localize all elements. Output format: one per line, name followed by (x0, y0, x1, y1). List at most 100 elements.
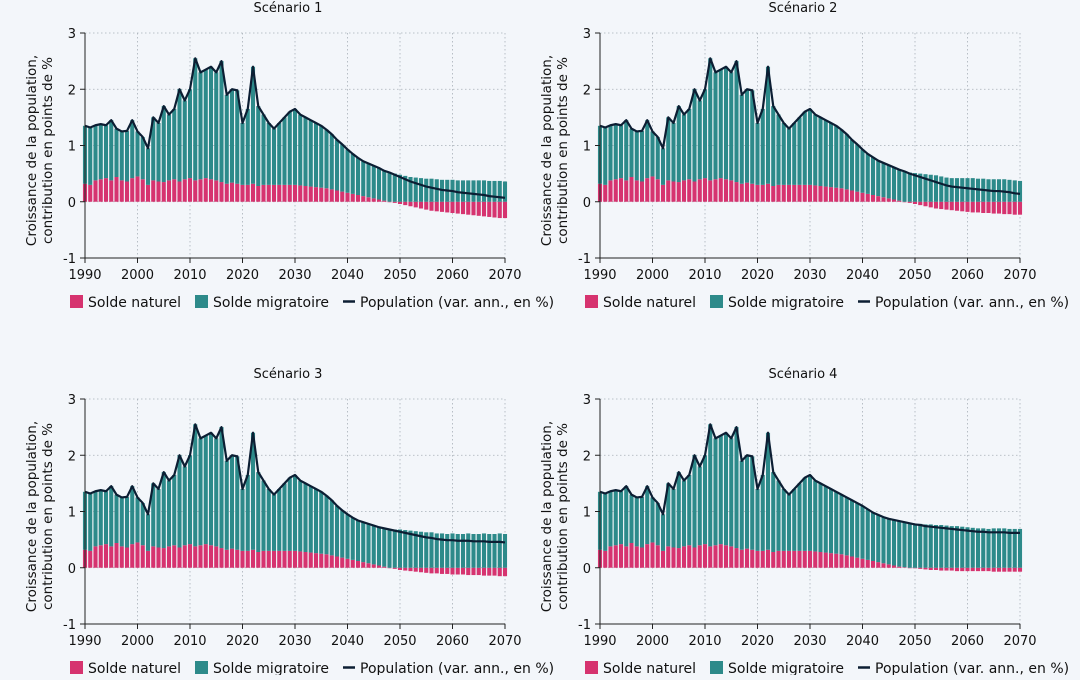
bar-solde-naturel (660, 550, 666, 568)
bar-solde-naturel (708, 180, 713, 202)
legend-swatch-solde-naturel (585, 295, 598, 308)
bar-solde-naturel (124, 547, 130, 568)
bar-solde-migratoire (282, 117, 287, 185)
bar-solde-migratoire (256, 106, 261, 186)
bar-solde-migratoire (361, 522, 366, 563)
bar-solde-naturel (655, 179, 660, 202)
bar-solde-naturel (618, 544, 624, 568)
bar-solde-migratoire (671, 489, 676, 548)
bar-solde-naturel (292, 184, 298, 202)
bar-solde-migratoire (292, 108, 298, 185)
bar-solde-naturel (103, 178, 109, 202)
bars (82, 424, 508, 577)
legend-label-solde-naturel: Solde naturel (603, 661, 696, 675)
bar-solde-naturel (235, 549, 240, 568)
bar-solde-naturel (650, 542, 655, 568)
bar-solde-naturel (292, 550, 298, 568)
bar-solde-naturel (240, 184, 245, 202)
bar-solde-migratoire (681, 114, 687, 181)
bar-solde-naturel (624, 180, 629, 202)
bar-solde-naturel (618, 178, 624, 202)
y-tick-label: 2 (583, 83, 591, 98)
bar-solde-migratoire (497, 533, 502, 568)
bar-solde-naturel (298, 551, 303, 568)
bar-solde-migratoire (145, 148, 151, 185)
bar-solde-migratoire (613, 124, 618, 180)
y-axis-label-line-1: Croissance de la population, (24, 421, 40, 612)
bar-solde-migratoire (949, 178, 954, 202)
bar-solde-migratoire (676, 472, 681, 549)
bar-solde-naturel (786, 184, 792, 202)
bar-solde-migratoire (933, 175, 939, 202)
bar-solde-naturel (750, 549, 755, 568)
bar-solde-migratoire (229, 89, 235, 183)
bar-solde-naturel (424, 201, 429, 210)
bar-solde-migratoire (245, 474, 250, 551)
bar-solde-migratoire (208, 432, 214, 546)
bar-solde-naturel (151, 180, 156, 202)
bar-solde-migratoire (813, 114, 818, 186)
bar-solde-naturel (975, 567, 981, 572)
y-tick-label: -1 (578, 252, 591, 267)
bar-solde-naturel (93, 180, 98, 202)
bar-solde-naturel (481, 567, 487, 576)
bar-solde-naturel (855, 191, 860, 202)
bar-solde-migratoire (266, 123, 271, 185)
legend-swatch-solde-naturel (70, 295, 83, 308)
bar-solde-migratoire (613, 490, 618, 546)
bar-solde-naturel (413, 567, 418, 572)
bar-solde-naturel (198, 179, 203, 202)
bar-solde-naturel (345, 558, 350, 568)
y-tick-label: 2 (68, 83, 76, 98)
bar-solde-migratoire (855, 144, 860, 192)
bar-solde-naturel (98, 179, 103, 202)
bar-solde-migratoire (319, 125, 324, 188)
bar-solde-naturel (660, 184, 666, 202)
x-tick-label: 2000 (636, 634, 669, 649)
bar-solde-migratoire (697, 466, 702, 546)
bar-solde-naturel (729, 180, 734, 202)
bar-solde-naturel (813, 551, 818, 568)
bar-solde-naturel (739, 549, 744, 568)
bar-solde-migratoire (287, 477, 292, 551)
bar-solde-migratoire (860, 505, 865, 559)
bar-solde-migratoire (734, 61, 739, 183)
bar-solde-migratoire (839, 494, 844, 555)
bar-solde-naturel (975, 201, 981, 213)
bar-solde-migratoire (88, 493, 93, 551)
legend-label-solde-naturel: Solde naturel (88, 295, 181, 311)
bar-solde-migratoire (103, 125, 109, 179)
bar-solde-migratoire (151, 117, 156, 181)
bar-solde-naturel (481, 201, 487, 217)
bar-solde-migratoire (802, 477, 807, 551)
bar-solde-migratoire (834, 491, 839, 554)
bar-solde-migratoire (849, 500, 855, 557)
bar-solde-naturel (224, 183, 229, 202)
bar-solde-naturel (907, 201, 912, 203)
bar-solde-naturel (828, 187, 834, 202)
x-tick-label: 1990 (68, 268, 101, 283)
bar-solde-migratoire (308, 120, 313, 187)
bar-solde-migratoire (298, 114, 303, 186)
y-tick-label: 3 (68, 27, 76, 42)
bar-solde-migratoire (156, 123, 161, 182)
bar-solde-naturel (166, 180, 172, 202)
y-tick-label: 1 (68, 140, 76, 155)
bar-solde-naturel (240, 550, 245, 568)
bar-solde-naturel (965, 201, 970, 212)
bar-solde-migratoire (235, 456, 240, 550)
y-tick-label: 1 (583, 506, 591, 521)
bar-solde-migratoire (103, 491, 109, 545)
bar-solde-migratoire (687, 108, 692, 180)
bar-solde-naturel (697, 545, 702, 568)
bar-solde-naturel (497, 201, 502, 219)
bar-solde-migratoire (424, 532, 429, 568)
bar-solde-naturel (923, 567, 928, 570)
population-line (599, 423, 1020, 534)
bar-solde-migratoire (198, 72, 203, 180)
legend-label-population: Population (var. ann., en %) (875, 661, 1069, 675)
bar-solde-migratoire (729, 72, 734, 181)
bar-solde-naturel (371, 198, 376, 202)
bar-solde-migratoire (403, 175, 408, 202)
legend-label-solde-migratoire: Solde migratoire (213, 295, 329, 311)
